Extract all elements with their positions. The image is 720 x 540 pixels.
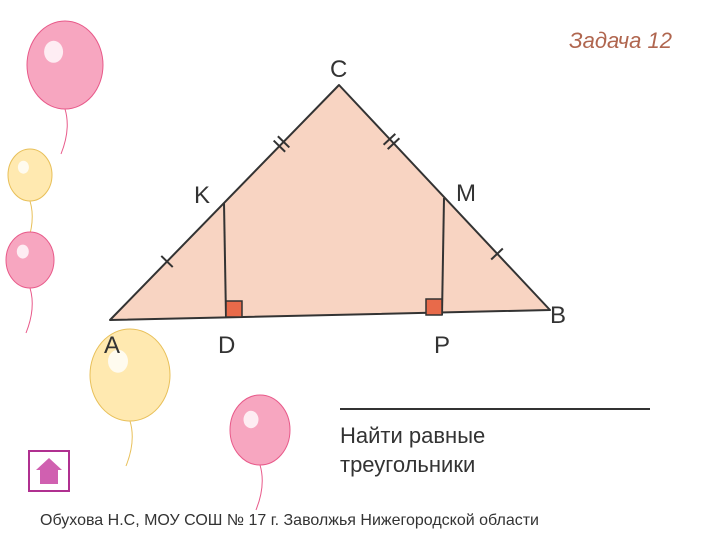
instruction-text: Найти равныетреугольники [340,422,485,479]
task-number: Задача 12 [569,28,672,54]
instruction-underline [340,408,650,410]
vertex-label: В [550,302,566,330]
vertex-label: D [218,332,235,360]
vertex-label: С [330,56,347,84]
vertex-label: K [194,182,210,210]
vertex-label: P [434,332,450,360]
vertex-label: А [104,332,120,360]
vertex-label: М [456,180,476,208]
home-button[interactable] [28,450,70,492]
footer-credit: Обухова Н.С, МОУ СОШ № 17 г. Заволжья Ни… [40,512,539,530]
